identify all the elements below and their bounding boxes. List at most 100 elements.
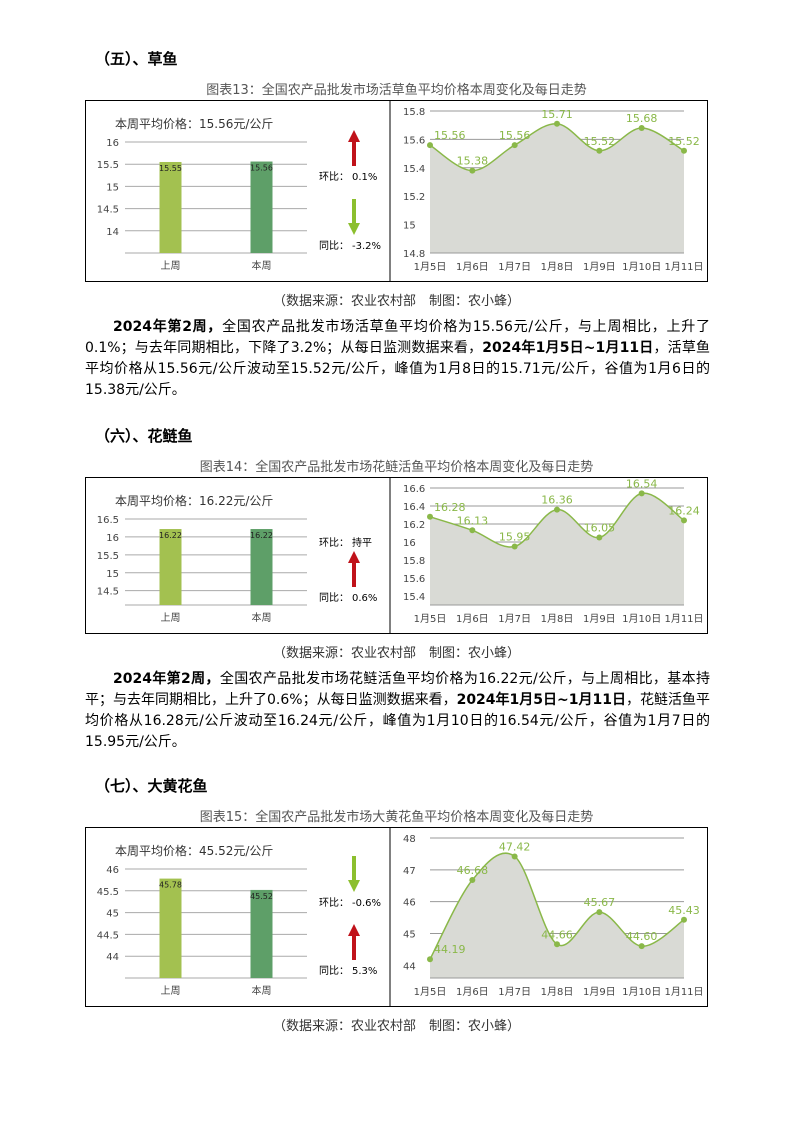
change-text: 环比： 0.1% (319, 171, 377, 183)
point-label: 45.43 (668, 904, 700, 917)
arrow-down (348, 856, 360, 892)
y-tick-label: 16.2 (403, 520, 425, 531)
point (638, 490, 645, 497)
x-tick-label: 1月10日 (622, 613, 661, 625)
y-tick-label: 15.6 (403, 574, 425, 585)
line-area (430, 123, 684, 253)
arrow-up (348, 551, 360, 587)
y-tick-label: 48 (403, 834, 416, 845)
x-tick-label: 本周 (252, 611, 272, 624)
bar-value-label: 45.78 (159, 881, 182, 890)
x-tick-label: 1月8日 (541, 261, 574, 273)
change-label: 同比： (319, 240, 349, 252)
change-text: 同比： -3.2% (319, 240, 381, 252)
arrow-up (348, 130, 360, 166)
x-tick-label: 上周 (161, 260, 181, 272)
chart-box: 本周平均价格：16.22元/公斤 14.5 15 15.5 16 16.5 16.22 上周 1… (85, 477, 708, 634)
point-label: 45.67 (584, 896, 616, 909)
point-label: 44.66 (541, 928, 573, 941)
point (596, 909, 603, 916)
change-text: 环比： -0.6% (319, 897, 381, 909)
x-tick-label: 1月6日 (456, 986, 489, 998)
y-tick-label: 15.8 (403, 556, 425, 567)
change-value: 0.6% (352, 593, 377, 604)
point-label: 15.52 (584, 135, 616, 148)
point-label: 15.56 (499, 129, 530, 142)
point-label: 16.54 (626, 477, 658, 490)
x-tick-label: 1月9日 (583, 986, 616, 998)
point (681, 147, 687, 154)
y-tick-label: 47 (403, 866, 416, 877)
point (554, 506, 560, 513)
x-tick-label: 1月7日 (498, 986, 531, 998)
x-tick-label: 1月8日 (541, 986, 574, 998)
point-label: 44.60 (626, 930, 658, 943)
chart-caption: 图表13：全国农产品批发市场活草鱼平均价格本周变化及每日走势 (206, 83, 587, 98)
x-tick-label: 1月7日 (498, 261, 531, 273)
y-tick-label: 15.4 (403, 164, 425, 175)
point (511, 543, 518, 550)
box-border (85, 827, 708, 1007)
line-area (430, 853, 684, 978)
y-tick-label: 15 (403, 221, 416, 232)
bar-value-label: 15.55 (159, 164, 182, 173)
bar (159, 529, 182, 605)
point (511, 853, 518, 860)
arrow-down (348, 199, 360, 235)
y-tick-label: 44 (106, 952, 119, 963)
point (596, 147, 603, 154)
change-text: 同比： 0.6% (319, 592, 377, 604)
point (427, 956, 433, 963)
source-note: （数据来源：农业农村部 制图：农小蜂） (272, 646, 520, 661)
change-value: 0.1% (352, 172, 377, 183)
point-label: 15.95 (499, 531, 530, 544)
x-tick-label: 本周 (252, 984, 272, 997)
x-tick-label: 上周 (161, 985, 181, 997)
source-note: （数据来源：农业农村部 制图：农小蜂） (272, 1019, 520, 1034)
change-value: 5.3% (352, 966, 377, 977)
paragraph-run: ，花鲢活鱼平均价格从16.28元/公斤波动至16.24元/公斤，峰值为1月10日… (85, 692, 710, 750)
point (596, 534, 603, 541)
y-tick-label: 14.5 (97, 205, 119, 216)
change-label: 环比： (319, 171, 349, 183)
x-tick-label: 1月11日 (664, 613, 703, 625)
bar-title: 本周平均价格：15.56元/公斤 (115, 116, 273, 131)
change-value: 持平 (352, 536, 372, 549)
y-tick-label: 15.5 (97, 551, 119, 562)
bar (159, 161, 182, 253)
y-tick-label: 45.5 (97, 887, 119, 898)
y-tick-label: 16 (106, 533, 119, 544)
y-tick-label: 15.2 (403, 192, 425, 203)
x-tick-label: 1月6日 (456, 261, 489, 273)
paragraph-run: 全国农产品批发市场活草鱼平均价格为15.56元/公斤，与上周相比，上升了0.1%… (85, 319, 710, 356)
chart-box: 本周平均价格：15.56元/公斤 14 14.5 15 15.5 16 15.55 上周 15.… (85, 100, 708, 282)
y-tick-label: 45 (106, 909, 119, 920)
y-tick-label: 14.5 (97, 587, 119, 598)
change-label: 同比： (319, 965, 349, 977)
point-label: 44.19 (434, 943, 466, 956)
bar-value-label: 16.22 (159, 531, 182, 540)
x-tick-label: 1月5日 (414, 986, 447, 998)
box-border (85, 477, 708, 634)
point-label: 47.42 (499, 840, 530, 853)
x-tick-label: 1月9日 (583, 261, 616, 273)
y-tick-label: 16 (403, 538, 416, 549)
point-label: 15.38 (457, 155, 489, 168)
paragraph-run: ，活草鱼平均价格从15.56元/公斤波动至15.52元/公斤，峰值为1月8日的1… (85, 340, 711, 398)
arrow-up (348, 924, 360, 960)
line-area (430, 493, 684, 605)
x-tick-label: 1月11日 (664, 261, 703, 273)
bar (250, 161, 273, 253)
point (469, 527, 476, 534)
x-tick-label: 1月5日 (414, 613, 447, 625)
change-value: -0.6% (352, 898, 381, 909)
change-label: 同比： (319, 592, 349, 604)
change-label: 环比： (319, 537, 349, 549)
y-tick-label: 44.5 (97, 930, 119, 941)
point-label: 16.13 (457, 514, 489, 527)
x-tick-label: 1月8日 (541, 613, 574, 625)
y-tick-label: 16.4 (403, 502, 425, 513)
point-label: 15.71 (541, 108, 573, 121)
y-tick-label: 16 (106, 138, 119, 149)
